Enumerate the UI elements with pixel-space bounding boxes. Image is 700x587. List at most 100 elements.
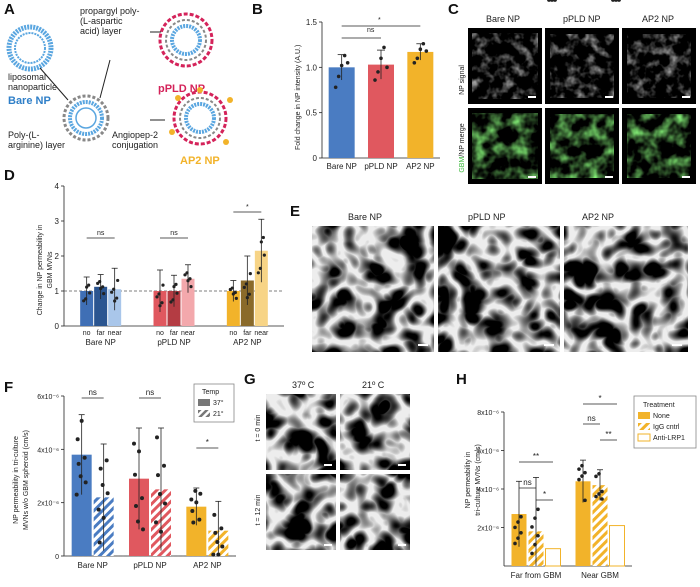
f-point (163, 501, 167, 506)
panel-g-row1: t = 0 min (255, 414, 262, 441)
h-bar (575, 481, 591, 566)
f-point (154, 520, 158, 525)
f-point (193, 488, 198, 493)
f-point (105, 491, 110, 496)
f-point (104, 458, 109, 463)
panel-e-letter: E (290, 203, 300, 220)
d-bar (167, 291, 181, 326)
panel-e-col1: Bare NP (348, 212, 382, 222)
propargyl-label-3: acid) layer (80, 26, 122, 36)
d-point (259, 240, 263, 244)
legend-f-37: 37° (213, 399, 224, 407)
ap2-np-icon (169, 87, 233, 146)
chart-b: 0 0.5 1.0 1.5 Bare NP pPLD NP AP2 NP (306, 18, 440, 171)
f-xtick-label: Bare NP (78, 561, 108, 570)
c-merge-bare (468, 108, 542, 184)
f-point (98, 466, 103, 471)
f-point (156, 473, 160, 478)
d-group-label: pPLD NP (157, 338, 190, 347)
g-image-37-t12 (266, 474, 336, 550)
h-point (513, 525, 517, 530)
h-point (597, 492, 601, 496)
h-point (519, 530, 523, 535)
d-point (174, 282, 178, 286)
panel-d-ylabel-2: GBM MVNs (47, 251, 54, 288)
d-point (158, 304, 162, 308)
f-point (215, 539, 220, 544)
h-point (594, 474, 598, 479)
h-point (547, 0, 551, 2)
f-point (198, 491, 203, 496)
d-point (82, 299, 86, 303)
d-sub-label: no (229, 330, 237, 337)
d-point (175, 291, 179, 295)
panel-d: D Change in NP permeability in GBM MVNs … (4, 167, 284, 347)
f-point (190, 508, 195, 513)
poly-arg-label-2: arginine) layer (8, 140, 65, 150)
f-ytick-label: 4x10⁻⁶ (37, 447, 59, 454)
d-point (183, 273, 187, 277)
d-bar (181, 278, 195, 326)
f-point (76, 461, 81, 466)
d-point (161, 283, 165, 287)
h-point (611, 0, 615, 2)
f-point (79, 418, 84, 423)
panel-f: F NP permeability in tri-culture MVNs w/… (4, 379, 236, 570)
d-point (186, 279, 190, 283)
b-point (376, 70, 380, 74)
propargyl-label-2: (L-aspartic (80, 16, 123, 26)
panel-f-ylabel-1: NP permeability in tri-culture (13, 436, 20, 524)
d-point (171, 298, 175, 302)
h-point (550, 0, 554, 2)
h-point (536, 507, 540, 512)
h-point (530, 551, 534, 556)
f-point (137, 449, 141, 454)
panel-g: G 37º C 21º C t = 0 min t = 12 min (244, 371, 410, 550)
b-point (345, 61, 350, 65)
f-point (134, 503, 138, 508)
h-sig-label: ** (533, 452, 539, 461)
h-ytick-label: 4x10⁻⁶ (477, 487, 499, 494)
legend-h-igg: IgG cntrl (653, 424, 680, 431)
panel-e-col3: AP2 NP (582, 212, 614, 222)
propargyl-label-1: propargyl poly- (80, 6, 140, 16)
h-bar (545, 548, 561, 567)
bare-np-icon (6, 24, 54, 72)
d-group-label: Bare NP (86, 338, 116, 347)
f-bar (71, 454, 92, 556)
h-sig-label: ns (587, 414, 595, 423)
f-point (78, 474, 83, 479)
panel-b-letter: B (252, 1, 263, 18)
h-point (533, 516, 537, 520)
f-point (162, 463, 166, 468)
b-point (342, 53, 347, 58)
arrow-1 (39, 67, 69, 101)
f-sig-label: ns (146, 388, 154, 397)
h-point (553, 0, 557, 2)
h-point (594, 494, 598, 499)
d-sub-label: near (108, 330, 123, 337)
g-image-21-t12 (340, 474, 410, 550)
liposomal-label-2: nanoparticle (8, 82, 57, 92)
h-point (580, 474, 584, 478)
panel-h-ylabel-2: tri-culture MVNs (cm/s) (475, 444, 482, 516)
b-point (418, 47, 423, 51)
d-point (112, 287, 116, 291)
h-point (577, 467, 581, 471)
d-point (230, 286, 234, 290)
d-point (101, 285, 105, 289)
panel-f-ylabel-2: MVNs w/o GBM spheroid (cm/s) (23, 430, 30, 530)
legend-h-title: Treatment (643, 402, 675, 409)
d-point (169, 300, 173, 304)
f-sig-label: ns (88, 388, 96, 397)
f-point (189, 497, 194, 502)
h-sig-label: ns (523, 478, 531, 487)
h-point (516, 520, 520, 524)
d-point (87, 283, 91, 287)
panel-c-col1: Bare NP (486, 14, 520, 24)
d-point (160, 301, 164, 305)
d-bar (254, 250, 268, 326)
c-np-signal-ap2 (622, 28, 696, 104)
h-point (519, 514, 523, 519)
h-sig-label: ** (605, 430, 611, 439)
